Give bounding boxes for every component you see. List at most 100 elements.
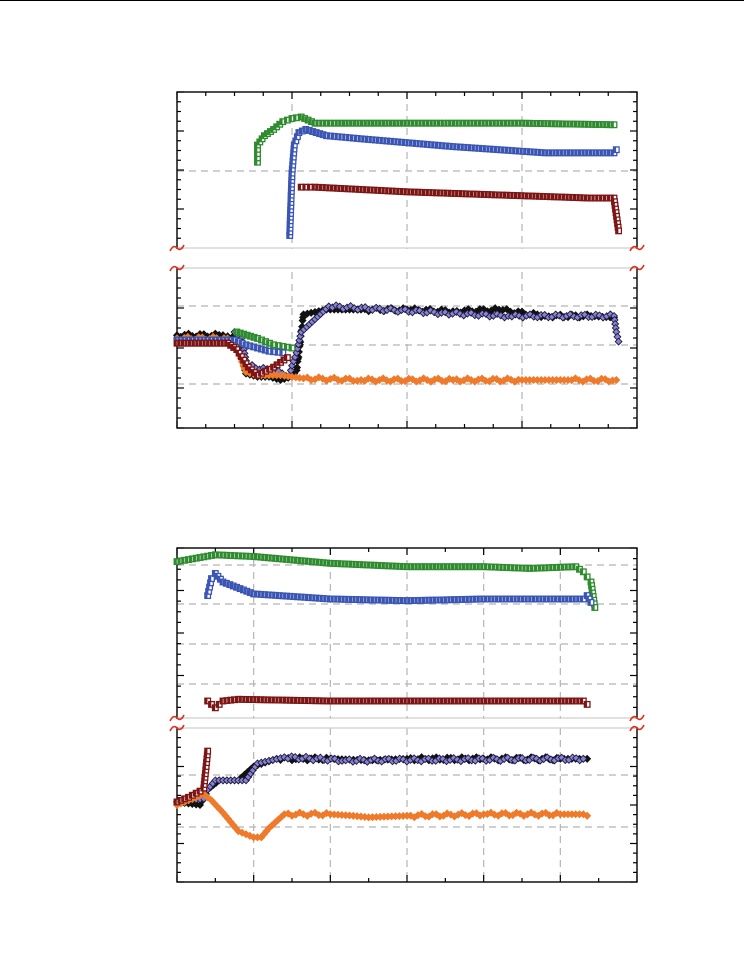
data-point-fill <box>488 191 492 198</box>
data-point-fill <box>264 130 268 137</box>
data-point-fill <box>474 120 478 126</box>
data-point-fill <box>283 556 287 563</box>
data-point-fill <box>574 121 577 127</box>
page-top-rule <box>0 0 744 1</box>
data-point-fill <box>383 138 387 144</box>
data-point-fill <box>240 331 244 337</box>
data-point-fill <box>484 564 488 570</box>
data-point-fill <box>508 120 511 126</box>
data-point <box>390 306 399 315</box>
data-point-fill <box>511 565 515 571</box>
break-squiggle <box>629 244 645 252</box>
data-point-fill <box>613 209 616 216</box>
data-point <box>478 374 487 383</box>
data-point-fill <box>288 199 291 206</box>
series-blue <box>204 570 595 606</box>
data-point-fill <box>433 698 437 704</box>
data-point-fill <box>240 357 244 363</box>
data-point-fill <box>305 117 308 123</box>
data-point-fill <box>400 188 404 195</box>
data-point-fill <box>553 564 557 571</box>
data-point-fill <box>433 597 437 603</box>
data-point-fill <box>404 189 407 195</box>
data-point-fill <box>236 350 239 356</box>
data-point-fill <box>290 154 294 160</box>
data-point-fill <box>396 188 400 195</box>
data-point-fill <box>569 194 573 201</box>
data-point-fill <box>361 136 365 142</box>
data-point-fill <box>385 597 389 604</box>
break-squiggle <box>169 244 185 252</box>
data-point-fill <box>338 120 342 126</box>
data-point-fill <box>441 190 444 196</box>
data-point-fill <box>254 591 258 597</box>
data-point <box>478 754 487 763</box>
data-point-fill <box>185 556 189 563</box>
data-point-fill <box>197 554 200 561</box>
data-point <box>601 375 610 384</box>
data-point-fill <box>312 120 315 126</box>
data-point-fill <box>444 563 447 570</box>
data-point-fill <box>530 120 533 127</box>
data-point-fill <box>458 698 462 704</box>
data-point-fill <box>496 192 499 198</box>
data-point-fill <box>301 115 305 122</box>
data-point-fill <box>499 596 502 602</box>
data-point-fill <box>261 591 265 598</box>
data-point-fill <box>371 120 375 126</box>
data-point-fill <box>281 357 284 363</box>
data-point-fill <box>356 561 360 568</box>
data-point-fill <box>262 338 266 345</box>
data-point-fill <box>254 159 258 165</box>
data-point-fill <box>301 558 305 564</box>
series-darkred <box>297 183 623 235</box>
data-point-fill <box>298 184 301 190</box>
data-point-fill <box>554 596 558 602</box>
data-point-fill <box>542 150 545 156</box>
data-point-fill <box>202 774 205 781</box>
data-point-fill <box>291 557 294 563</box>
data-point-fill <box>478 120 481 126</box>
data-point-fill <box>334 560 338 567</box>
data-point-fill <box>525 596 528 602</box>
data-point <box>318 374 327 383</box>
data-point-fill <box>567 121 570 127</box>
data-point-fill <box>234 346 237 353</box>
data-point-fill <box>451 698 455 704</box>
data-point <box>345 755 354 764</box>
data-point-fill <box>206 584 210 590</box>
data-point-fill <box>247 553 250 560</box>
data-point-fill <box>458 563 462 570</box>
data-point-fill <box>288 181 292 187</box>
data-point-fill <box>380 137 383 144</box>
data-point-fill <box>479 145 483 152</box>
data-point-fill <box>407 563 411 570</box>
data-point-fill <box>523 148 527 155</box>
data-point-fill <box>382 187 385 194</box>
axis-break <box>169 244 645 272</box>
data-point-fill <box>212 552 216 558</box>
data-point-fill <box>588 195 591 201</box>
data-point-fill <box>312 559 316 565</box>
data-point <box>515 311 524 320</box>
data-point-fill <box>294 557 298 564</box>
data-point-fill <box>584 574 587 580</box>
data-point-fill <box>316 130 320 137</box>
data-point-fill <box>400 120 404 126</box>
data-point-fill <box>178 558 181 564</box>
data-point-fill <box>306 127 310 134</box>
data-point-fill <box>224 552 227 559</box>
data-point-fill <box>279 697 283 703</box>
data-point-fill <box>308 118 312 125</box>
data-point-fill <box>501 147 505 153</box>
data-point-fill <box>334 698 338 704</box>
data-point-fill <box>411 698 415 704</box>
data-point-fill <box>615 228 619 234</box>
data-point <box>526 310 535 319</box>
data-point-fill <box>603 150 607 156</box>
data-point-fill <box>607 150 611 156</box>
data-point-fill <box>514 698 517 704</box>
data-point-fill <box>572 563 576 570</box>
data-point-fill <box>576 596 580 602</box>
